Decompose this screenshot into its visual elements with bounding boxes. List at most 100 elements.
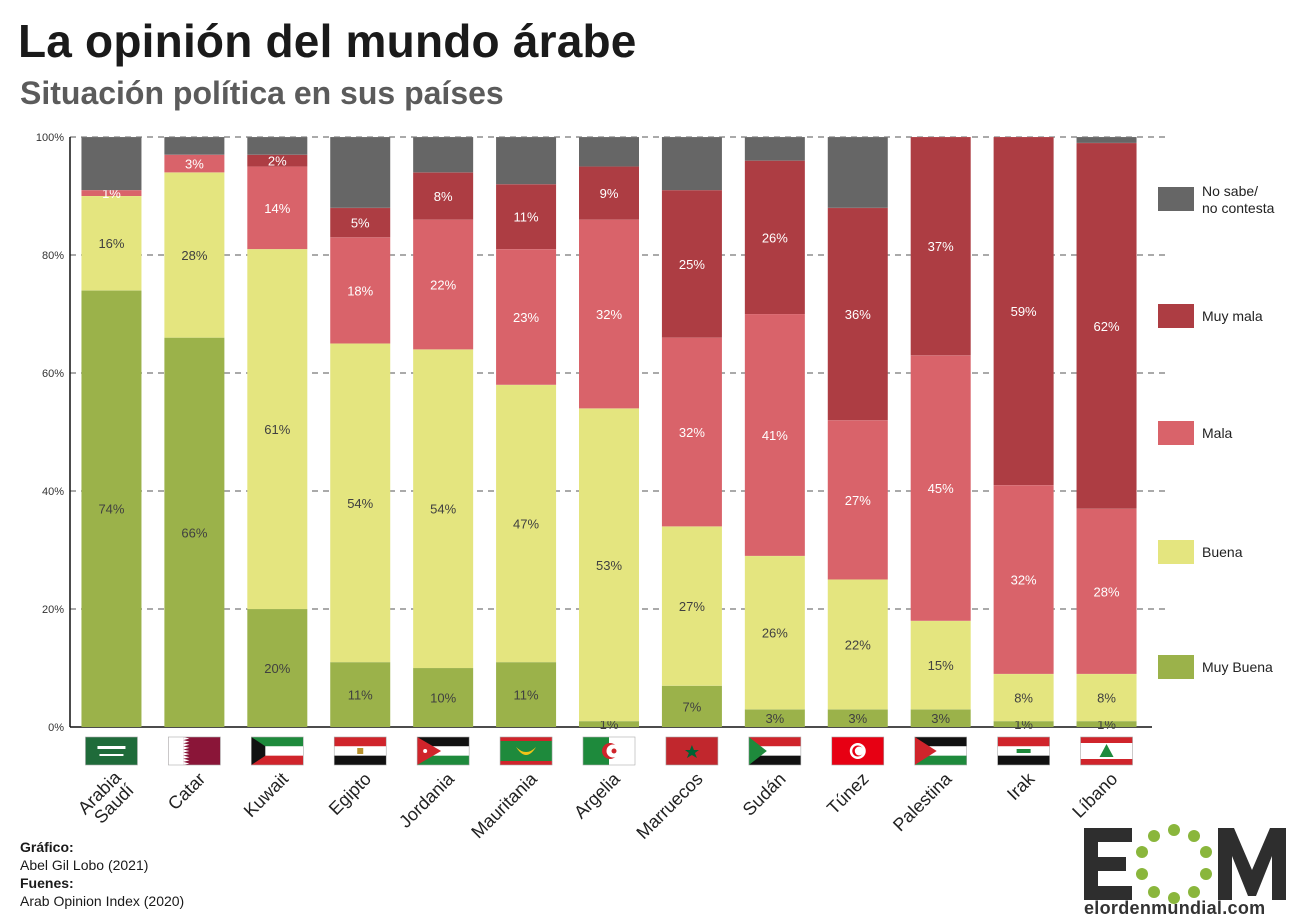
data-label: 22% <box>845 637 871 652</box>
data-label: 26% <box>762 626 788 641</box>
bar-segment <box>413 349 474 668</box>
legend-label: No sabe/no contesta <box>1202 183 1275 216</box>
palestine-flag <box>914 737 967 765</box>
bar-segment <box>993 137 1054 486</box>
data-label: 45% <box>928 481 954 496</box>
bar-segment <box>164 154 225 173</box>
data-label: 66% <box>181 525 207 540</box>
legend-label: Mala <box>1202 425 1233 441</box>
y-tick-label: 20% <box>42 604 64 616</box>
bar-segment <box>81 196 142 291</box>
flag-border <box>168 736 221 766</box>
bar-segment <box>827 420 888 580</box>
x-tick-label: Mauritania <box>467 768 541 842</box>
data-label: 14% <box>264 201 290 216</box>
data-label: 8% <box>1014 691 1033 706</box>
data-label: 37% <box>928 239 954 254</box>
data-label: 7% <box>683 699 702 714</box>
legend-label: Muy Buena <box>1202 659 1273 675</box>
data-label: 26% <box>762 230 788 245</box>
kuwait-flag <box>251 737 304 765</box>
bar-segment <box>744 137 805 161</box>
flag-border <box>333 736 387 766</box>
flag-border <box>251 736 304 766</box>
bar-segment <box>827 709 888 727</box>
bar-segment <box>413 219 474 350</box>
bar-segment <box>910 355 971 621</box>
bar-segment <box>744 314 805 556</box>
bar-segment <box>1076 673 1137 722</box>
data-label: 61% <box>264 422 290 437</box>
legend-swatch <box>1158 304 1194 328</box>
bar-segment <box>744 555 805 710</box>
bar-segment <box>910 137 971 356</box>
bar-segment <box>496 184 557 250</box>
data-label: 8% <box>1097 691 1116 706</box>
graphic-author: Abel Gil Lobo (2021) <box>20 857 149 873</box>
data-label: 62% <box>1094 319 1120 334</box>
mauritania-flag <box>500 737 553 765</box>
bar-segment <box>496 137 557 185</box>
y-tick-label: 80% <box>42 250 64 262</box>
bar-segment <box>993 485 1054 674</box>
data-label: 36% <box>845 307 871 322</box>
bar-segment <box>247 609 308 727</box>
data-label: 3% <box>185 157 204 172</box>
y-tick-label: 0% <box>48 722 64 734</box>
legend-label: Buena <box>1202 544 1243 560</box>
x-tick-label: Marruecos <box>632 769 706 843</box>
y-tick-label: 40% <box>42 486 64 498</box>
bar-segment <box>164 337 225 727</box>
data-label: 5% <box>351 216 370 231</box>
data-label: 11% <box>514 688 539 703</box>
data-label: 27% <box>679 599 705 614</box>
flag-border <box>831 736 885 766</box>
data-label: 53% <box>596 558 622 573</box>
egypt-flag <box>334 737 387 765</box>
bar-segment <box>247 154 308 167</box>
data-label: 27% <box>845 493 871 508</box>
data-label: 23% <box>513 310 539 325</box>
x-tick-label: Egipto <box>325 769 375 819</box>
bar-segment <box>164 172 225 338</box>
data-label: 3% <box>848 711 867 726</box>
legend-swatch <box>1158 187 1194 211</box>
x-tick-label: Kuwait <box>240 769 292 821</box>
legend-label: Muy mala <box>1202 308 1263 324</box>
bar-segment <box>81 137 142 191</box>
flag-border <box>997 736 1050 766</box>
flag-border <box>582 736 636 766</box>
y-tick-label: 100% <box>36 132 64 144</box>
x-tick-label: ArabiaSaudí <box>74 767 138 831</box>
data-label: 20% <box>264 661 290 676</box>
flag-border <box>665 736 719 766</box>
chart-title: La opinión del mundo árabe <box>18 15 637 67</box>
x-tick-label: Argelia <box>570 768 624 822</box>
bar-segment <box>247 249 308 609</box>
data-label: 28% <box>1094 584 1120 599</box>
data-label: 11% <box>348 688 373 703</box>
data-label: 15% <box>928 658 954 673</box>
graphic-label: Gráfico: <box>20 839 74 855</box>
morocco-flag <box>665 737 718 765</box>
bar-segment <box>81 290 142 727</box>
bar-segment <box>330 137 391 208</box>
bar-segment <box>247 137 308 155</box>
x-tick-label: Túnez <box>823 769 873 819</box>
bar-segment <box>827 579 888 710</box>
saudi-arabia-flag <box>85 737 138 765</box>
bar-segment <box>496 384 557 663</box>
bar-segment <box>413 137 474 173</box>
bar-segment <box>496 249 557 385</box>
legend-swatch <box>1158 421 1194 445</box>
flag-border <box>499 736 553 766</box>
x-tick-label: Irak <box>1003 768 1039 804</box>
bar-segment <box>330 237 391 344</box>
bar-segment <box>661 190 722 338</box>
data-label: 10% <box>430 691 456 706</box>
eom-logo <box>1084 824 1286 904</box>
data-label: 9% <box>600 186 619 201</box>
data-label: 3% <box>765 711 784 726</box>
y-tick-label: 60% <box>42 368 64 380</box>
data-label: 8% <box>434 189 453 204</box>
